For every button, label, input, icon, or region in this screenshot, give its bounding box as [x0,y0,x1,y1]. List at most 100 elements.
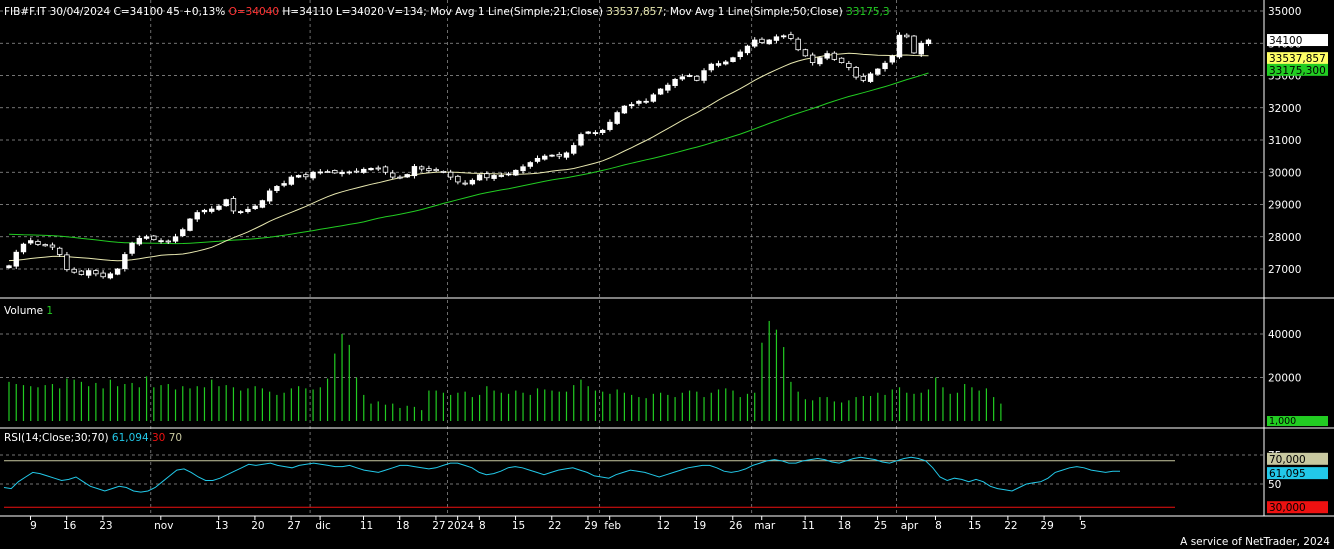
candle-body [534,157,541,162]
candle-body [788,34,794,39]
ma21-line [8,52,929,262]
price-tick-label: 29000 [1268,200,1301,212]
rsi-low-tag-bg [1267,501,1328,514]
x-tick-label: 11 [360,520,373,532]
price-tick-label: 35000 [1268,6,1301,18]
price-pane[interactable] [6,31,932,280]
candle-body [614,112,620,124]
candle-body [462,182,468,185]
candle-body [288,176,295,185]
rsi-value-tag: 61,095 [1269,468,1306,480]
candle-body [766,39,772,45]
x-tick-label: 22 [1004,520,1017,532]
candle-body [549,154,555,157]
candle-body [889,55,895,63]
x-tick-label: 15 [968,520,981,532]
candle-body [281,183,287,186]
candle-body [686,75,693,77]
candle-body [520,166,526,172]
candle-body [418,166,425,170]
candle-body [223,199,229,207]
candle-body [339,171,345,175]
candle-body [860,75,867,81]
volume-tick-label: 40000 [1268,329,1301,341]
price-tick-label: 30000 [1268,167,1301,179]
candle-body [636,100,642,104]
candle-body [607,121,613,130]
candle-body [505,173,512,176]
ma21-value: 33537,857 [606,6,663,18]
candle-body [795,38,801,51]
x-tick-label: 12 [657,520,670,532]
candle-body [382,166,389,173]
candle-body [578,134,584,146]
hlv-ma21-label: H=34110 L=34020 V=134; Mov Avg 1 Line(Si… [279,6,606,18]
candle-body [882,62,888,70]
rsi-low-tag: 30,000 [1269,502,1306,514]
volume-label: Volume [4,305,46,317]
candle-body [230,198,237,212]
price-tick-label: 32000 [1268,103,1301,115]
candle-body [563,152,570,158]
candle-body [665,84,671,91]
x-tick-label: mar [754,520,776,532]
ma21-tag-bg [1267,52,1328,65]
candle-body [397,176,403,179]
candle-body [158,240,164,243]
candle-body [375,167,381,170]
rsi-pane[interactable] [3,456,1175,508]
candle-body [56,247,63,255]
price-tick-label: 31000 [1268,135,1301,147]
volume-last-tag-bg [1267,416,1328,426]
candle-body [172,236,179,242]
candle-body [556,153,562,157]
candle-body [143,236,150,239]
price-tick-label: 28000 [1268,232,1301,244]
candle-body [542,155,548,160]
ma50-label: ; Mov Avg 1 Line(Simple;50;Close) [663,6,846,18]
candle-body [875,68,881,75]
candle-body [324,171,331,173]
candle-body [701,70,707,81]
candle-body [440,171,447,173]
price-header: FIB#F.IT 30/04/2024 C=34100 45 +0,13% O=… [4,6,890,18]
candle-body [780,35,787,38]
candle-body [310,171,316,179]
last-price-tag: 34100 [1269,35,1302,47]
ma50-tag-bg [1267,63,1328,76]
x-tick-label: 18 [396,520,409,532]
candle-body [592,132,599,134]
pane-frames [0,0,1334,517]
candle-body [925,39,932,45]
x-tick-label: 26 [729,520,743,532]
candle-body [194,212,200,220]
candle-body [867,73,874,82]
x-tick-label: feb [604,520,621,532]
candle-body [469,179,476,185]
x-tick-label: 11 [801,520,814,532]
candle-body [71,268,77,273]
candle-body [433,169,439,172]
candle-body [259,200,266,208]
candle-body [853,67,859,78]
candle-body [643,100,649,103]
candle-body [773,36,780,41]
candle-body [151,235,157,241]
candle-body [404,174,410,178]
candle-body [353,170,360,173]
candle-body [346,171,352,174]
candle-body [904,34,910,38]
open-label: O=34040 [229,6,279,18]
volume-header: Volume 1 [4,305,53,317]
candlesticks [6,31,932,280]
candle-body [245,208,251,212]
x-tick-label: apr [901,520,919,532]
volume-pane[interactable] [8,320,1002,421]
x-tick-label: 29 [1040,520,1053,532]
candle-body [585,131,591,134]
symbol-info: FIB#F.IT 30/04/2024 C=34100 45 +0,13% [4,6,229,18]
candle-body [49,244,56,248]
x-tick-label: 5 [1080,520,1087,532]
candle-body [303,174,309,178]
